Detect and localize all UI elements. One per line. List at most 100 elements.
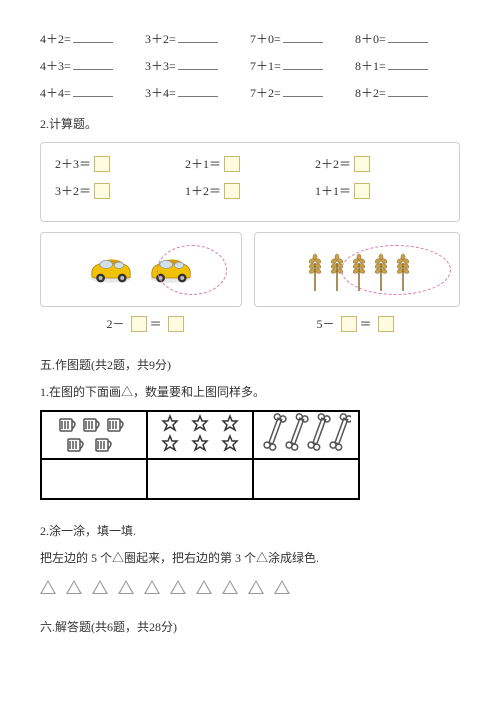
eq-item: 4＋2= (40, 30, 145, 47)
pic-eq-left: 2－ ＝ (106, 315, 183, 332)
eq-row: 4＋3= 3＋3= 7＋1= 8＋1= (40, 57, 460, 74)
eq-pre: 2－ (106, 315, 124, 332)
box-eq: 2＋2＝ (315, 155, 445, 172)
triangle-icon[interactable] (92, 580, 108, 594)
triangle-icon[interactable] (118, 580, 134, 594)
mugs-icon (54, 413, 134, 453)
eq-post: ＝ (360, 315, 372, 332)
blank-line[interactable] (388, 58, 428, 70)
box-eq: 3＋2＝ (55, 182, 185, 199)
triangle-icon[interactable] (66, 580, 82, 594)
blank-line[interactable] (178, 58, 218, 70)
box-eq: 2＋3＝ (55, 155, 185, 172)
eq-item: 7＋1= (250, 57, 355, 74)
eq-expr: 2＋3＝ (55, 155, 91, 172)
blank-line[interactable] (283, 58, 323, 70)
box-row: 2＋3＝ 2＋1＝ 2＋2＝ (55, 155, 445, 172)
box-eq: 1＋1＝ (315, 182, 445, 199)
eq-expr: 2＋1＝ (185, 155, 221, 172)
blank-cell[interactable] (253, 459, 359, 499)
blank-line[interactable] (73, 31, 113, 43)
triangle-icon[interactable] (248, 580, 264, 594)
answer-box[interactable] (224, 156, 240, 172)
eq-expr: 1＋2＝ (185, 182, 221, 199)
eq-expr: 8＋0= (355, 30, 386, 47)
eq-expr: 4＋3= (40, 57, 71, 74)
eq-expr: 3＋2＝ (55, 182, 91, 199)
pic-eq-right: 5－ ＝ (316, 315, 393, 332)
q5-2b-text: 把左边的 5 个△圈起来，把右边的第 3 个△涂成绿色. (40, 549, 460, 566)
blank-line[interactable] (283, 85, 323, 97)
eq-expr: 7＋1= (250, 57, 281, 74)
eq-item: 7＋0= (250, 30, 355, 47)
dashed-oval-icon (341, 245, 451, 295)
eq-pre: 5－ (316, 315, 334, 332)
answer-box[interactable] (168, 316, 184, 332)
eq-expr: 8＋1= (355, 57, 386, 74)
wheat-icon (305, 249, 325, 291)
blank-line[interactable] (178, 85, 218, 97)
blank-cell[interactable] (147, 459, 253, 499)
picture-row (40, 232, 460, 307)
blank-line[interactable] (388, 31, 428, 43)
triangle-icon[interactable] (274, 580, 290, 594)
eq-expr: 3＋3= (145, 57, 176, 74)
eq-item: 4＋3= (40, 57, 145, 74)
eq-expr: 1＋1＝ (315, 182, 351, 199)
calc-panel: 2＋3＝ 2＋1＝ 2＋2＝ 3＋2＝ 1＋2＝ 1＋1＝ (40, 142, 460, 222)
triangle-icon[interactable] (40, 580, 56, 594)
section5-head: 五.作图题(共2题，共9分) (40, 356, 460, 373)
box-eq: 2＋1＝ (185, 155, 315, 172)
blank-line[interactable] (73, 85, 113, 97)
answer-box[interactable] (94, 183, 110, 199)
eq-expr: 2＋2＝ (315, 155, 351, 172)
blank-line[interactable] (73, 58, 113, 70)
wheat-card (254, 232, 460, 307)
eq-expr: 3＋4= (145, 84, 176, 101)
answer-box[interactable] (94, 156, 110, 172)
q2-title: 2.计算题。 (40, 115, 460, 132)
q5-2-text: 2.涂一涂，填一填. (40, 522, 460, 539)
eq-item: 3＋4= (145, 84, 250, 101)
blank-line[interactable] (283, 31, 323, 43)
bones-icon (261, 412, 351, 454)
eq-item: 8＋2= (355, 84, 460, 101)
table-row (41, 411, 359, 459)
dashed-oval-icon (157, 245, 227, 295)
triangle-icon[interactable] (222, 580, 238, 594)
eq-expr: 4＋4= (40, 84, 71, 101)
car-icon (85, 254, 137, 286)
eq-item: 8＋0= (355, 30, 460, 47)
triangle-icon[interactable] (196, 580, 212, 594)
eq-expr: 4＋2= (40, 30, 71, 47)
eq-row: 4＋2= 3＋2= 7＋0= 8＋0= (40, 30, 460, 47)
triangle-icon[interactable] (170, 580, 186, 594)
answer-box[interactable] (341, 316, 357, 332)
box-eq: 1＋2＝ (185, 182, 315, 199)
eq-item: 4＋4= (40, 84, 145, 101)
eq-item: 3＋2= (145, 30, 250, 47)
mugs-cell (41, 411, 147, 459)
eq-expr: 3＋2= (145, 30, 176, 47)
triangle-icon[interactable] (144, 580, 160, 594)
eq-post: ＝ (150, 315, 162, 332)
answer-box[interactable] (131, 316, 147, 332)
table-row (41, 459, 359, 499)
eq-item: 8＋1= (355, 57, 460, 74)
stars-cell (147, 411, 253, 459)
answer-box[interactable] (354, 156, 370, 172)
blank-line[interactable] (178, 31, 218, 43)
car-card (40, 232, 242, 307)
eq-expr: 8＋2= (355, 84, 386, 101)
answer-box[interactable] (354, 183, 370, 199)
equation-grid: 4＋2= 3＋2= 7＋0= 8＋0= 4＋3= 3＋3= 7＋1= 8＋1= … (40, 30, 460, 101)
eq-item: 3＋3= (145, 57, 250, 74)
picture-eq-row: 2－ ＝ 5－ ＝ (40, 315, 460, 332)
answer-box[interactable] (224, 183, 240, 199)
draw-table (40, 410, 360, 500)
blank-line[interactable] (388, 85, 428, 97)
section6-head: 六.解答题(共6题，共28分) (40, 618, 460, 635)
answer-box[interactable] (378, 316, 394, 332)
blank-cell[interactable] (41, 459, 147, 499)
eq-expr: 7＋2= (250, 84, 281, 101)
